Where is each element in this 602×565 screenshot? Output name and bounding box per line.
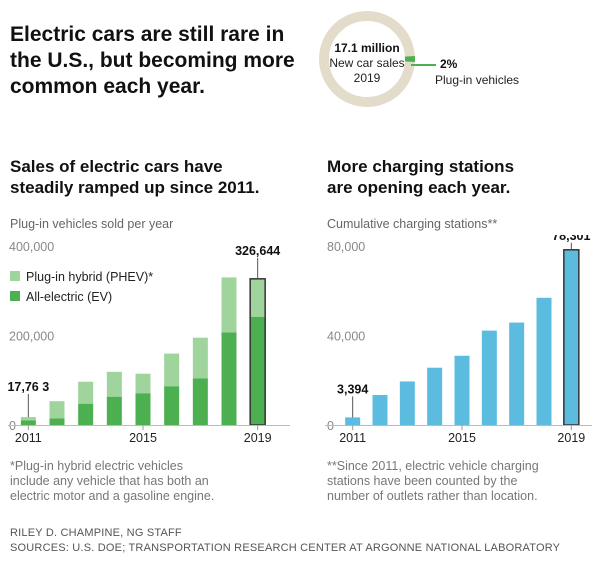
bar-plug-in-hybrid-phev-2015 <box>135 373 151 394</box>
right-footnote: **Since 2011, electric vehicle charging … <box>327 459 539 504</box>
left-caption: Plug-in vehicles sold per year <box>10 217 174 231</box>
right-subhead-line2: are opening each year. <box>327 178 511 197</box>
data-label: 3,394 <box>337 382 368 396</box>
left-footnote-line3: electric motor and a gasoline engine. <box>10 489 215 503</box>
data-label: 78,301 <box>552 235 590 243</box>
x-tick-label: 2015 <box>129 431 157 445</box>
left-footnote-line2: include any vehicle that has both an <box>10 474 209 488</box>
bar-all-electric-ev-2019 <box>250 316 266 425</box>
bar-all-electric-ev-2017 <box>192 378 208 425</box>
right-footnote-line2: stations have been counted by the <box>327 474 518 488</box>
bar-value-2018 <box>536 297 552 425</box>
bar-value-2014 <box>427 367 443 425</box>
bar-value-2019 <box>563 249 579 425</box>
x-tick-label: 2015 <box>448 431 476 445</box>
bar-value-2013 <box>399 381 415 425</box>
left-subhead-line2: steadily ramped up since 2011. <box>10 178 260 197</box>
left-subhead: Sales of electric cars have steadily ram… <box>10 156 259 198</box>
donut-center-label: New car sales <box>329 56 404 70</box>
bar-value-2015 <box>454 355 470 425</box>
bar-plug-in-hybrid-phev-2014 <box>106 371 122 397</box>
data-label: 17,76 3 <box>7 380 49 394</box>
x-tick-label: 2019 <box>244 431 272 445</box>
y-tick-label: 400,000 <box>9 240 54 254</box>
bar-plug-in-hybrid-phev-2019 <box>250 278 266 317</box>
bar-plug-in-hybrid-phev-2011 <box>20 417 36 421</box>
bar-plug-in-hybrid-phev-2016 <box>164 353 180 387</box>
donut-share-label: Plug-in vehicles <box>435 73 519 87</box>
bar-plug-in-hybrid-phev-2017 <box>192 337 208 379</box>
staff-credit: RILEY D. CHAMPINE, NG STAFF <box>10 527 182 539</box>
bar-value-2012 <box>372 395 388 425</box>
bar-plug-in-hybrid-phev-2013 <box>78 381 94 404</box>
legend-label: Plug-in hybrid (PHEV)* <box>26 270 153 284</box>
bar-all-electric-ev-2015 <box>135 393 151 425</box>
x-tick-label: 2011 <box>339 431 366 445</box>
left-footnote: *Plug-in hybrid electric vehicles includ… <box>10 459 214 504</box>
legend-swatch <box>10 271 20 281</box>
data-label: 326,644 <box>235 244 280 258</box>
right-subhead-line1: More charging stations <box>327 157 515 176</box>
left-subhead-line1: Sales of electric cars have <box>10 157 223 176</box>
donut-center-year: 2019 <box>354 71 381 85</box>
x-tick-label: 2019 <box>557 431 585 445</box>
bar-all-electric-ev-2016 <box>164 386 180 425</box>
bar-value-2016 <box>481 330 497 425</box>
bar-plug-in-hybrid-phev-2012 <box>49 401 65 419</box>
bar-all-electric-ev-2011 <box>20 420 36 425</box>
y-tick-label: 200,000 <box>9 330 54 344</box>
right-subhead: More charging stations are opening each … <box>327 156 514 198</box>
right-footnote-line1: **Since 2011, electric vehicle charging <box>327 459 539 473</box>
donut-share-value: 2% <box>440 57 458 71</box>
bar-all-electric-ev-2014 <box>106 396 122 425</box>
sources-credit: SOURCES: U.S. DOE; TRANSPORTATION RESEAR… <box>10 542 561 554</box>
bar-plug-in-hybrid-phev-2018 <box>221 277 237 333</box>
x-tick-label: 2011 <box>15 431 42 445</box>
bar-value-2011 <box>345 417 361 425</box>
bar-value-2017 <box>509 322 525 425</box>
bar-all-electric-ev-2018 <box>221 332 237 425</box>
legend-swatch <box>10 291 20 301</box>
new-car-sales-donut: 17.1 million New car sales 2019 2% Plug-… <box>319 11 519 107</box>
right-caption: Cumulative charging stations** <box>327 217 498 231</box>
right-footnote-line3: number of outlets rather than location. <box>327 489 538 503</box>
bar-all-electric-ev-2012 <box>49 418 65 425</box>
y-tick-label: 40,000 <box>327 330 365 344</box>
left-footnote-line1: *Plug-in hybrid electric vehicles <box>10 459 183 473</box>
headline: Electric cars are still rare in the U.S.… <box>10 23 295 98</box>
legend-label: All-electric (EV) <box>26 290 112 304</box>
donut-center-value: 17.1 million <box>334 41 399 55</box>
y-tick-label: 80,000 <box>327 240 365 254</box>
bar-all-electric-ev-2013 <box>78 403 94 425</box>
